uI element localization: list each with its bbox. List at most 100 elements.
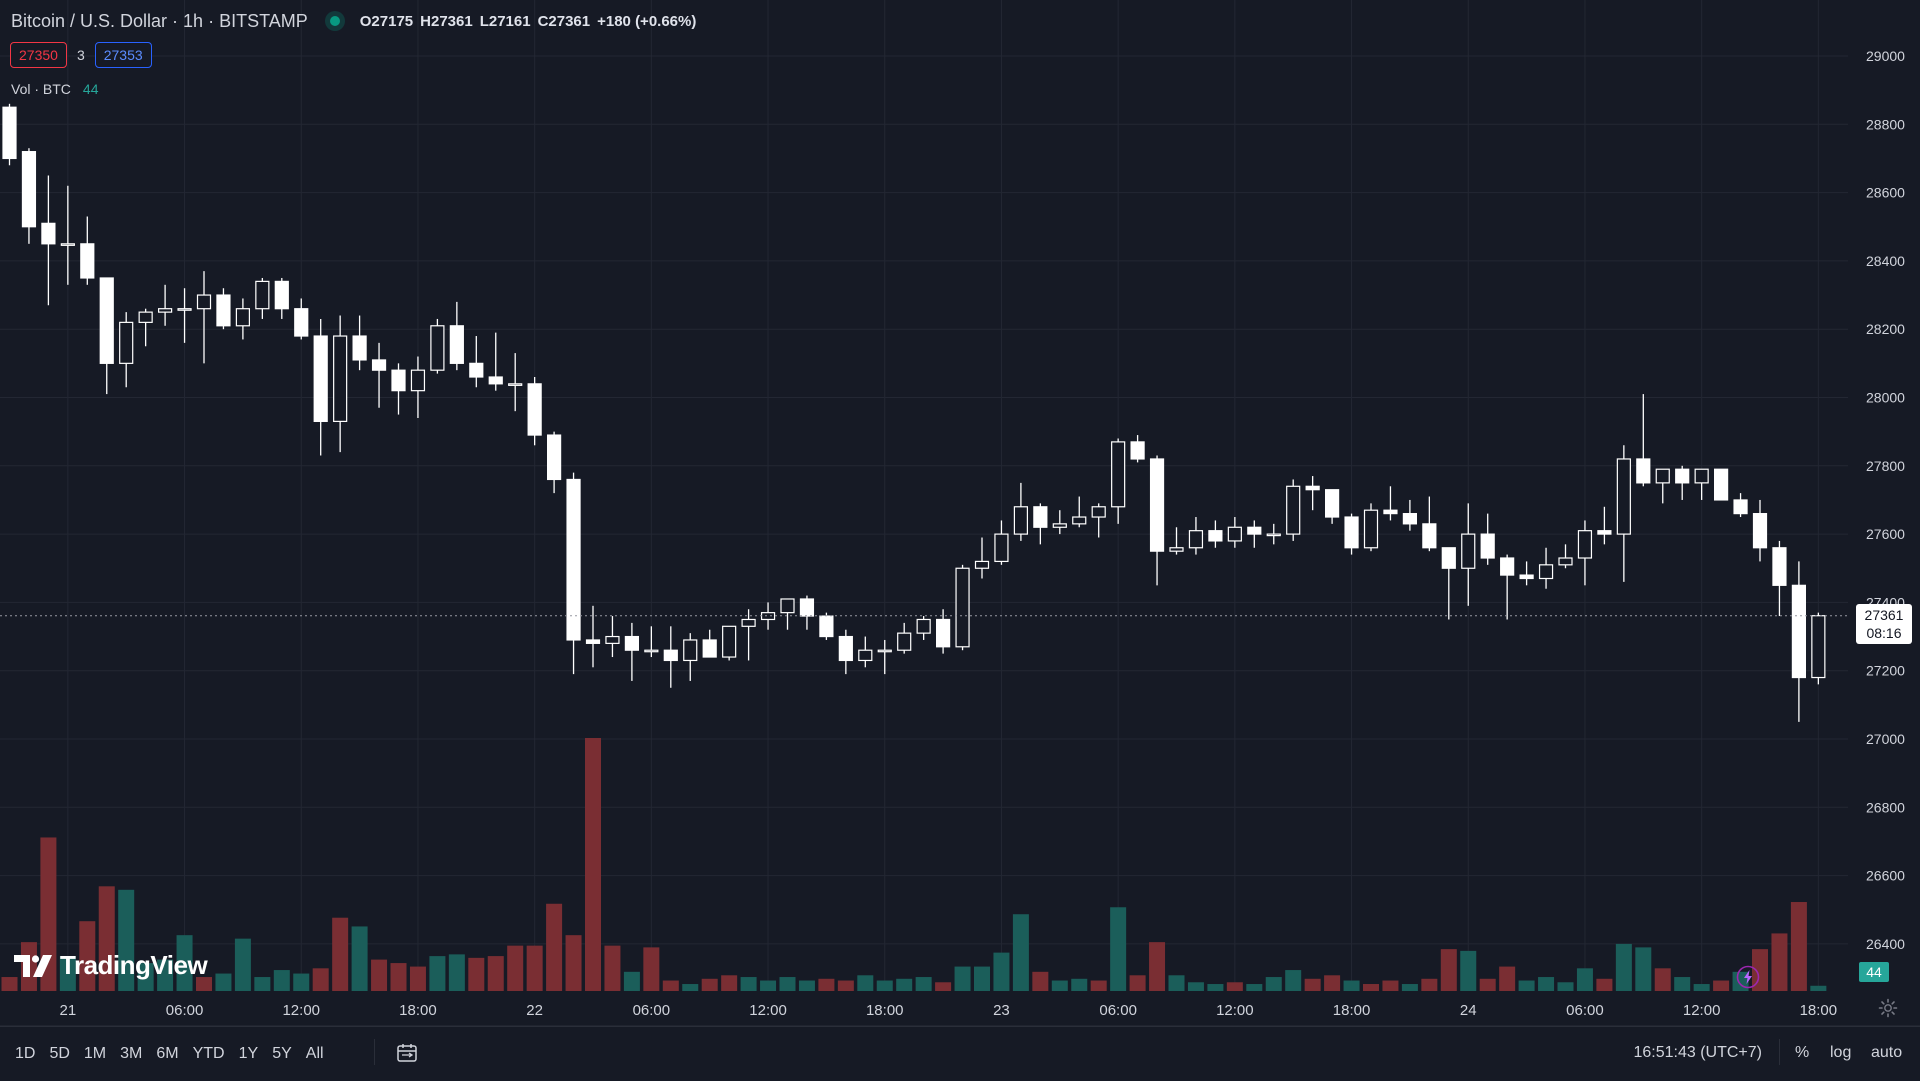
- candle-body: [1208, 530, 1223, 542]
- candle: [1091, 503, 1106, 538]
- volume-bars: [1, 738, 1827, 991]
- timeframe-button-1m[interactable]: 1M: [83, 1045, 107, 1062]
- candle-body: [216, 294, 231, 327]
- candle-body: [1538, 564, 1554, 580]
- candle-body: [1072, 516, 1087, 525]
- volume-bar: [1, 977, 18, 991]
- candle-body: [60, 243, 75, 246]
- timeframe-button-1y[interactable]: 1Y: [238, 1045, 259, 1062]
- candle-body: [1577, 530, 1593, 559]
- candle: [1208, 520, 1223, 548]
- volume-bar: [1713, 980, 1730, 991]
- candle: [1286, 479, 1301, 541]
- candle-body: [235, 308, 250, 327]
- time-tick-label: 12:00: [282, 1002, 320, 1019]
- volume-bar: [98, 886, 115, 991]
- candle-body: [819, 615, 834, 638]
- volume-bar: [1635, 947, 1652, 991]
- candle: [663, 626, 678, 688]
- candle: [994, 520, 1009, 565]
- candle-body: [760, 612, 776, 621]
- timeframe-button-all[interactable]: All: [305, 1045, 324, 1062]
- percent-toggle[interactable]: %: [1795, 1044, 1810, 1061]
- candle-body: [644, 649, 659, 653]
- candle: [21, 148, 37, 244]
- volume-bar: [1110, 907, 1127, 991]
- volume-bar: [1518, 980, 1535, 991]
- last-price-label: 27361 08:16: [1856, 604, 1912, 644]
- candlesticks: [2, 103, 1826, 722]
- timeframe-button-6m[interactable]: 6M: [156, 1045, 179, 1062]
- clock-timezone[interactable]: 16:51:43 (UTC+7): [1633, 1044, 1762, 1061]
- time-tick-label: 18:00: [1800, 1002, 1838, 1019]
- timeframe-button-1d[interactable]: 1D: [15, 1045, 36, 1062]
- volume-bar: [1771, 933, 1788, 991]
- timeframe-button-5d[interactable]: 5D: [49, 1045, 70, 1062]
- volume-bar: [1421, 978, 1438, 991]
- candle: [566, 472, 581, 675]
- candle: [430, 318, 445, 374]
- candle-body: [158, 308, 173, 313]
- volume-bar: [507, 945, 524, 991]
- volume-label[interactable]: Vol · BTC: [11, 81, 71, 97]
- candle-body: [1013, 506, 1029, 535]
- timeframe-button-ytd[interactable]: YTD: [192, 1045, 225, 1062]
- candle-body: [1111, 441, 1126, 508]
- settings-gear-icon[interactable]: [1878, 998, 1898, 1018]
- volume-value: 44: [82, 81, 99, 97]
- time-axis: 21 06:00 12:00 18:00 22 06:00 12:00 18:00 23 06:0…: [0, 1002, 1920, 1027]
- log-toggle[interactable]: log: [1830, 1044, 1852, 1061]
- candle-body: [177, 308, 192, 311]
- symbol-title[interactable]: Bitcoin / U.S. Dollar · 1h · BITSTAMP: [11, 10, 308, 31]
- candle-body: [1733, 499, 1748, 515]
- candle-body: [683, 639, 698, 662]
- candle: [1713, 468, 1729, 501]
- volume-bar: [837, 980, 854, 991]
- sell-button[interactable]: 27350: [10, 42, 67, 68]
- volume-bar: [546, 903, 563, 991]
- candle-body: [1383, 509, 1398, 515]
- candle: [1636, 394, 1651, 487]
- volume-bar: [1596, 978, 1613, 991]
- candle: [1266, 523, 1281, 545]
- timeframe-button-5y[interactable]: 5Y: [272, 1045, 292, 1062]
- low-value: L27161: [479, 12, 531, 30]
- candle: [1538, 547, 1554, 589]
- candle-body: [1324, 489, 1340, 518]
- volume-bar: [798, 980, 815, 991]
- chart-grid: [0, 0, 1848, 990]
- candle-body: [138, 311, 153, 323]
- price-tick-label: 26400: [1866, 936, 1905, 952]
- price-tick-label: 29000: [1866, 48, 1905, 64]
- candle-body: [21, 151, 37, 228]
- volume-bar: [1810, 985, 1827, 991]
- candle-body: [1616, 458, 1631, 535]
- candle-body: [80, 243, 95, 279]
- candle: [1694, 468, 1709, 500]
- candle: [1519, 561, 1534, 586]
- candle-body: [1655, 468, 1670, 484]
- tradingview-logo[interactable]: TradingView: [14, 950, 208, 981]
- date-range-icon[interactable]: [396, 1042, 418, 1064]
- candle-body: [722, 625, 737, 658]
- candle: [897, 622, 912, 654]
- volume-bar: [935, 982, 952, 991]
- candle: [585, 605, 601, 668]
- auto-toggle[interactable]: auto: [1871, 1044, 1903, 1061]
- volume-bar: [234, 938, 251, 991]
- lightning-icon[interactable]: [1736, 965, 1760, 989]
- candle: [1072, 496, 1087, 528]
- timeframe-button-3m[interactable]: 3M: [120, 1045, 143, 1062]
- candle-body: [2, 106, 17, 160]
- candle-body: [255, 280, 270, 310]
- candle-body: [1422, 523, 1437, 549]
- candle: [838, 629, 853, 675]
- candle-body: [1033, 506, 1048, 528]
- candle: [974, 537, 990, 579]
- candle: [1130, 435, 1145, 463]
- volume-bar: [857, 975, 874, 991]
- price-axis: 2640026600268002700027200274002760027800…: [1866, 48, 1905, 952]
- candle: [1480, 513, 1495, 565]
- buy-button[interactable]: 27353: [94, 42, 152, 68]
